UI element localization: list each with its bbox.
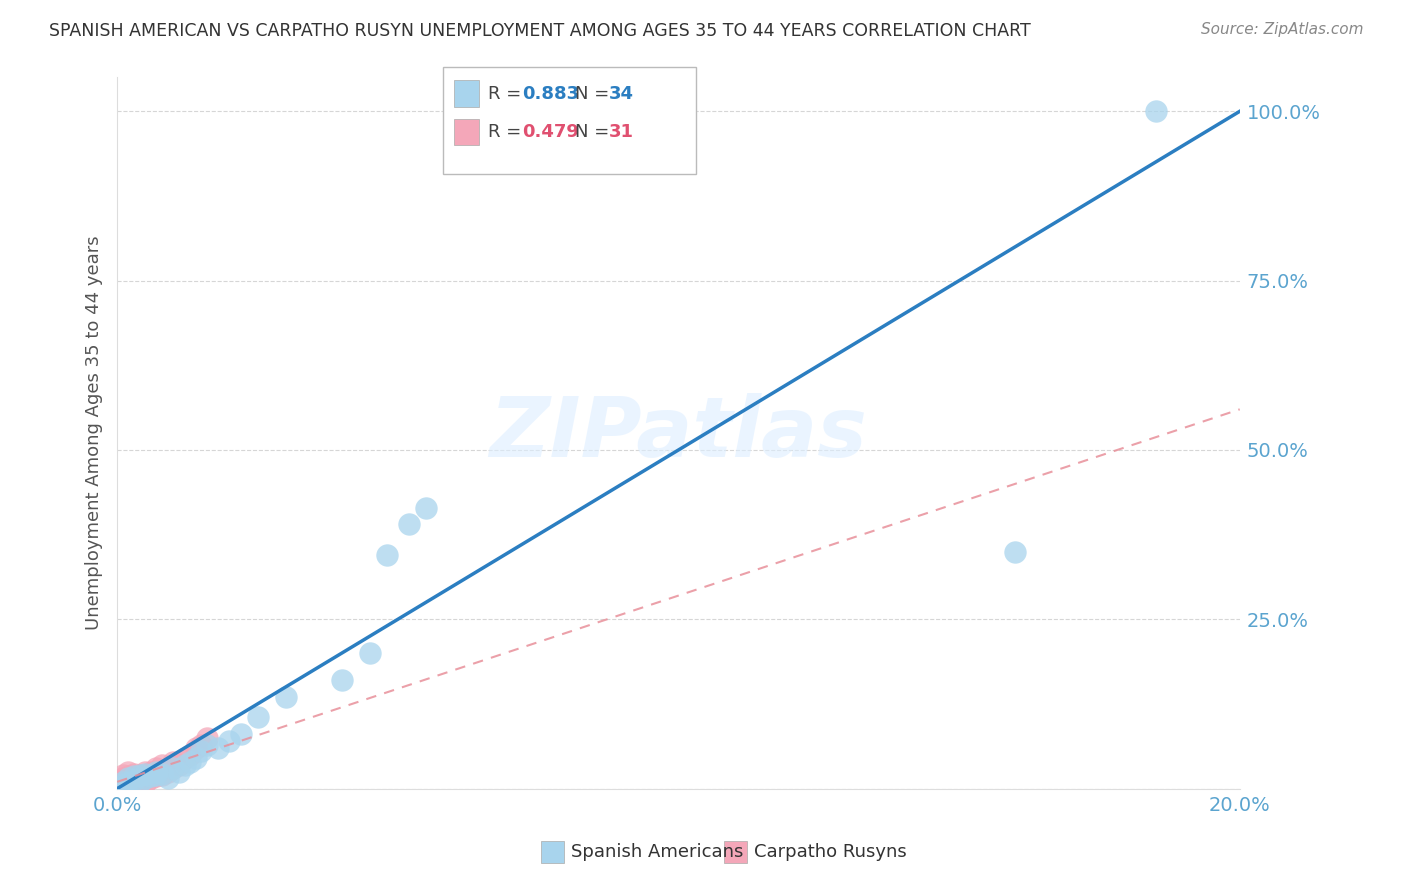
Point (415, 500, 437, 515)
Point (139, 772, 162, 786)
Point (117, 764, 139, 779)
Text: 31: 31 (609, 123, 634, 141)
Point (139, 769, 162, 783)
Text: R =: R = (488, 85, 527, 103)
Point (117, 772, 139, 786)
Point (184, 741, 207, 756)
Point (162, 761, 184, 775)
Point (330, 673, 353, 688)
Text: 0.479: 0.479 (522, 123, 578, 141)
Point (134, 776, 156, 790)
Point (128, 775, 150, 789)
Point (117, 776, 139, 790)
Point (162, 761, 184, 775)
Point (179, 747, 201, 762)
Point (1004, 544, 1026, 558)
Text: 0.883: 0.883 (522, 85, 579, 103)
Point (122, 773, 145, 788)
Point (111, 778, 134, 792)
Point (246, 710, 269, 724)
Point (111, 772, 134, 786)
Point (134, 766, 156, 780)
Point (111, 778, 134, 792)
Point (375, 548, 398, 562)
Point (122, 772, 145, 786)
Y-axis label: Unemployment Among Ages 35 to 44 years: Unemployment Among Ages 35 to 44 years (86, 235, 103, 631)
Point (145, 769, 167, 783)
Point (145, 768, 167, 782)
Point (167, 758, 190, 772)
Text: Source: ZipAtlas.com: Source: ZipAtlas.com (1201, 22, 1364, 37)
Point (122, 775, 145, 789)
Point (128, 768, 150, 782)
Text: N =: N = (575, 123, 614, 141)
Point (162, 755, 184, 769)
Point (179, 755, 201, 769)
Point (229, 727, 252, 741)
Text: 34: 34 (609, 85, 634, 103)
Point (156, 772, 179, 786)
Point (122, 766, 145, 780)
Point (111, 775, 134, 789)
Point (195, 738, 218, 752)
Text: N =: N = (575, 85, 614, 103)
Point (145, 761, 167, 775)
Point (111, 775, 134, 789)
Point (218, 734, 240, 748)
Text: Carpatho Rusyns: Carpatho Rusyns (754, 843, 907, 861)
Point (117, 776, 139, 790)
Point (173, 758, 195, 772)
Point (128, 768, 150, 782)
Point (274, 690, 297, 705)
Point (117, 773, 139, 788)
Point (134, 772, 156, 786)
Point (150, 768, 173, 782)
Point (145, 764, 167, 779)
Point (195, 731, 218, 745)
Point (117, 769, 139, 783)
Point (173, 751, 195, 765)
Point (184, 751, 207, 765)
Point (150, 758, 173, 772)
Point (156, 764, 179, 779)
Point (190, 744, 212, 758)
Point (359, 646, 381, 660)
Text: R =: R = (488, 123, 527, 141)
Point (128, 773, 150, 788)
Point (122, 769, 145, 783)
Text: Spanish Americans: Spanish Americans (571, 843, 744, 861)
Point (398, 517, 420, 532)
Text: SPANISH AMERICAN VS CARPATHO RUSYN UNEMPLOYMENT AMONG AGES 35 TO 44 YEARS CORREL: SPANISH AMERICAN VS CARPATHO RUSYN UNEMP… (49, 22, 1031, 40)
Point (111, 768, 134, 782)
Point (167, 764, 190, 779)
Text: ZIPatlas: ZIPatlas (489, 392, 868, 474)
Point (1144, 104, 1167, 119)
Point (190, 738, 212, 752)
Point (150, 766, 173, 780)
Point (139, 764, 162, 779)
Point (134, 772, 156, 786)
Point (207, 741, 229, 756)
Point (134, 764, 156, 779)
